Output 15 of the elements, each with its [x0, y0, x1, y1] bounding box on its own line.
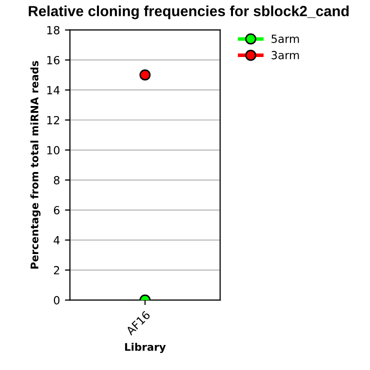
y-axis-title: Percentage from total miRNA reads — [30, 60, 41, 269]
y-tick-label: 0 — [54, 296, 60, 304]
y-tick-label: 4 — [54, 236, 60, 244]
y-tick-label: 12 — [47, 116, 60, 124]
y-tick-label: 14 — [47, 86, 60, 94]
y-tick-label: 18 — [47, 26, 60, 34]
legend-label: 3arm — [272, 50, 299, 60]
legend-label: 5arm — [272, 34, 299, 44]
y-tick-label: 6 — [54, 206, 60, 214]
y-tick-label: 2 — [54, 266, 60, 274]
y-tick-label: 8 — [54, 176, 60, 184]
y-tick-label: 10 — [47, 146, 60, 154]
y-tick-label: 16 — [47, 56, 60, 64]
chart-title: Relative cloning frequencies for sblock2_cand — [28, 6, 349, 20]
x-axis-title: Library — [125, 342, 166, 354]
